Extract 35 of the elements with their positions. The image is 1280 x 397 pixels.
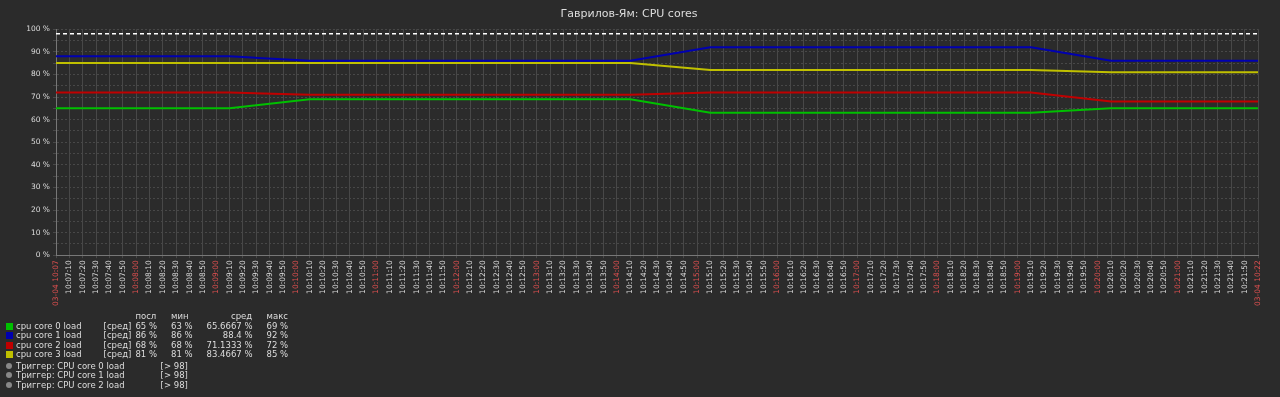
text: мин	[170, 311, 190, 322]
text: 63 %	[170, 320, 194, 331]
text: 83.4667 %	[206, 349, 254, 360]
legend-label: cpu core 1 load	[15, 330, 83, 341]
text: сред	[229, 311, 254, 322]
legend-label: cpu core 2 load	[15, 339, 83, 350]
text: [> 98]	[160, 379, 189, 390]
text: 92 %	[266, 330, 290, 341]
text: 72 %	[266, 339, 290, 350]
chart-title: Гаврилов-Ям: CPU cores	[560, 7, 698, 21]
text: посл	[135, 311, 158, 322]
text: Триггер: CPU core 0 load	[15, 360, 126, 371]
text: [> 98]	[160, 360, 189, 371]
text: 85 %	[266, 349, 290, 360]
text: [> 98]	[160, 370, 189, 381]
text: 65 %	[135, 320, 158, 331]
text: Триггер: CPU core 2 load	[15, 379, 126, 390]
text: Триггер: CPU core 1 load	[15, 370, 126, 381]
text: 81 %	[135, 349, 158, 360]
text: 65.6667 %	[206, 320, 254, 331]
text: 88.4 %	[221, 330, 254, 341]
legend-label: cpu core 3 load	[15, 349, 83, 360]
text: [сред]	[103, 320, 133, 331]
text: 71.1333 %	[206, 339, 254, 350]
text: макс	[266, 311, 289, 322]
text: [сред]	[103, 349, 133, 360]
text: 81 %	[170, 349, 194, 360]
text: 86 %	[135, 330, 158, 341]
text: 68 %	[135, 339, 158, 350]
text: 86 %	[170, 330, 194, 341]
text: 68 %	[170, 339, 194, 350]
text: 69 %	[266, 320, 290, 331]
text: [сред]	[103, 330, 133, 341]
legend-label: cpu core 0 load	[15, 320, 83, 331]
text: [сред]	[103, 339, 133, 350]
